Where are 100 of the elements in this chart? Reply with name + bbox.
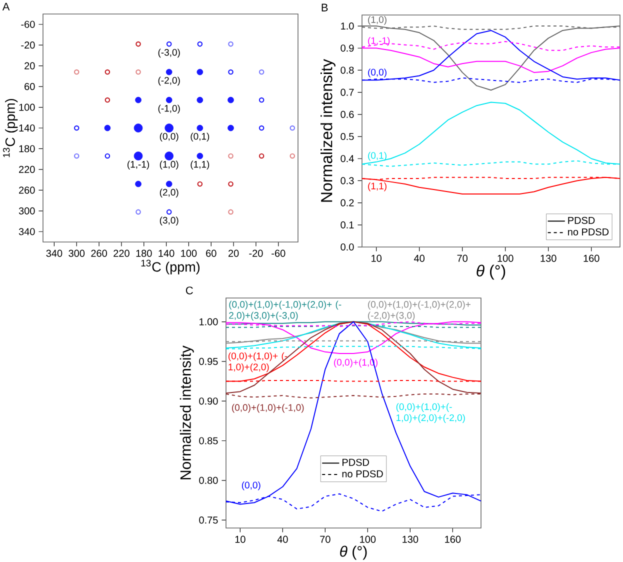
x-tick-label: 220 <box>114 250 130 257</box>
y-tick-label: 60 <box>24 83 35 90</box>
point <box>166 209 172 215</box>
x-axis-title: θ (°) <box>476 264 506 280</box>
x-tick-label: 70 <box>457 254 468 262</box>
point <box>228 153 234 159</box>
y-tick-label: 0.90 <box>199 398 218 405</box>
point <box>228 181 234 187</box>
series-label: (0,0) <box>242 481 260 490</box>
series-label: (0,1) <box>368 152 386 161</box>
legend-label: no PDSD <box>342 470 383 478</box>
series-label: (1,-1) <box>368 36 390 46</box>
y-tick-label: 1.00 <box>200 318 218 326</box>
x-tick-label: 20 <box>228 250 239 257</box>
series-label: (1,1) <box>368 182 386 192</box>
point <box>228 209 234 215</box>
point <box>104 153 110 159</box>
y-tick-label: 1.0 <box>341 22 354 30</box>
annotation: (1,1) <box>190 160 210 170</box>
point <box>74 69 80 75</box>
point <box>258 153 264 159</box>
y-tick-label: 0.6 <box>340 110 354 118</box>
y-tick-label: 140 <box>19 124 35 132</box>
annotation: (2,0) <box>160 188 178 198</box>
y-tick-label: 260 <box>19 186 35 194</box>
y-tick-label: 0.80 <box>199 476 218 484</box>
point <box>136 209 141 215</box>
x-tick-label: 340 <box>46 250 62 257</box>
y-axis-title: Normalized intensity <box>320 59 336 202</box>
series-label: (0,0)+(1,0)+(-1,0)+(2,0)+ (-2,0)+(3,0) <box>368 300 470 321</box>
annotation: (-1,0) <box>158 104 180 114</box>
y-tick-label: 100 <box>19 104 35 111</box>
y-tick-label: 0.2 <box>340 199 354 206</box>
y-tick-label: 20 <box>24 62 35 70</box>
y-tick-label: 220 <box>19 166 35 173</box>
legend-label: PDSD <box>342 458 369 466</box>
point <box>228 41 234 47</box>
x-tick-label: 260 <box>91 250 107 257</box>
y-tick-label: 0.75 <box>199 516 218 524</box>
x-tick-label: 40 <box>414 254 425 262</box>
x-axis-title: θ (°) <box>340 546 367 560</box>
point <box>74 125 80 131</box>
y-tick-label: 340 <box>18 228 35 236</box>
series-label: (1,0) <box>368 16 386 25</box>
point <box>290 153 296 159</box>
legend-label: no PDSD <box>568 228 609 236</box>
x-tick-label: 70 <box>320 536 330 543</box>
x-tick-label: 40 <box>277 536 288 543</box>
x-tick-label: -20 <box>249 250 263 257</box>
chart-title: A <box>2 2 10 10</box>
point <box>136 41 141 47</box>
y-tick-label: -20 <box>21 42 35 49</box>
y-tick-label: 0.5 <box>340 132 354 140</box>
x-tick-label: 100 <box>498 254 514 262</box>
x-axis-title: $^{13}$C (ppm) <box>141 260 200 274</box>
y-tick-label: 180 <box>19 145 35 152</box>
point <box>166 41 172 47</box>
y-tick-label: 0.4 <box>340 155 354 162</box>
text: (0,0)+(1,0)+(- 1,0)+(2,0)+(-2,0) <box>396 403 465 423</box>
x-tick-label: 10 <box>372 254 382 262</box>
series-label: (0,0)+(1,0)+(-1,0)+(2,0)+ (-2,0)+(3,0)+(-3,0) <box>229 300 342 321</box>
point <box>290 125 296 131</box>
point <box>136 69 141 75</box>
y-tick-label: -60 <box>21 20 35 28</box>
chart-title: C <box>186 286 193 294</box>
point <box>228 69 234 75</box>
chart-title: B <box>322 4 328 12</box>
y-tick-label: 0.8 <box>340 66 354 74</box>
x-tick-label: 130 <box>540 254 556 262</box>
y-tick-label: 0.0 <box>340 243 354 251</box>
point <box>258 125 264 131</box>
x-tick-label: 300 <box>68 250 85 257</box>
x-tick-label: -60 <box>272 250 286 257</box>
x-tick-label: 100 <box>181 250 197 257</box>
point <box>104 69 110 75</box>
x-tick-label: 160 <box>584 254 600 262</box>
y-tick-label: 0.3 <box>340 177 354 184</box>
annotation: (-2,0) <box>158 76 180 86</box>
y-tick-label: 300 <box>18 207 35 214</box>
y-tick-label: 0.85 <box>199 437 218 444</box>
annotation: (3,0) <box>160 216 178 226</box>
point <box>197 181 203 187</box>
annotation: (-3,0) <box>158 48 180 58</box>
point <box>104 97 110 103</box>
y-tick-label: 0.95 <box>199 358 218 365</box>
annotation: (0,0) <box>160 132 178 142</box>
point <box>258 69 264 75</box>
y-tick-label: 0.7 <box>340 88 354 96</box>
point <box>74 153 80 159</box>
legend-label: PDSD <box>568 216 595 224</box>
series-label: (0,0) <box>368 68 386 78</box>
x-tick-label: 140 <box>158 250 174 257</box>
point <box>258 97 264 103</box>
annotation: (1,-1) <box>128 160 150 170</box>
annotation: (0,1) <box>190 132 210 142</box>
y-axis-title: $^{13}$C (ppm) <box>3 98 18 158</box>
x-tick-label: 180 <box>136 250 152 257</box>
annotation: (1,0) <box>160 160 178 170</box>
series-label: (0,0)+(1,0)+(-1,0) <box>232 404 304 413</box>
x-tick-label: 160 <box>445 536 461 543</box>
